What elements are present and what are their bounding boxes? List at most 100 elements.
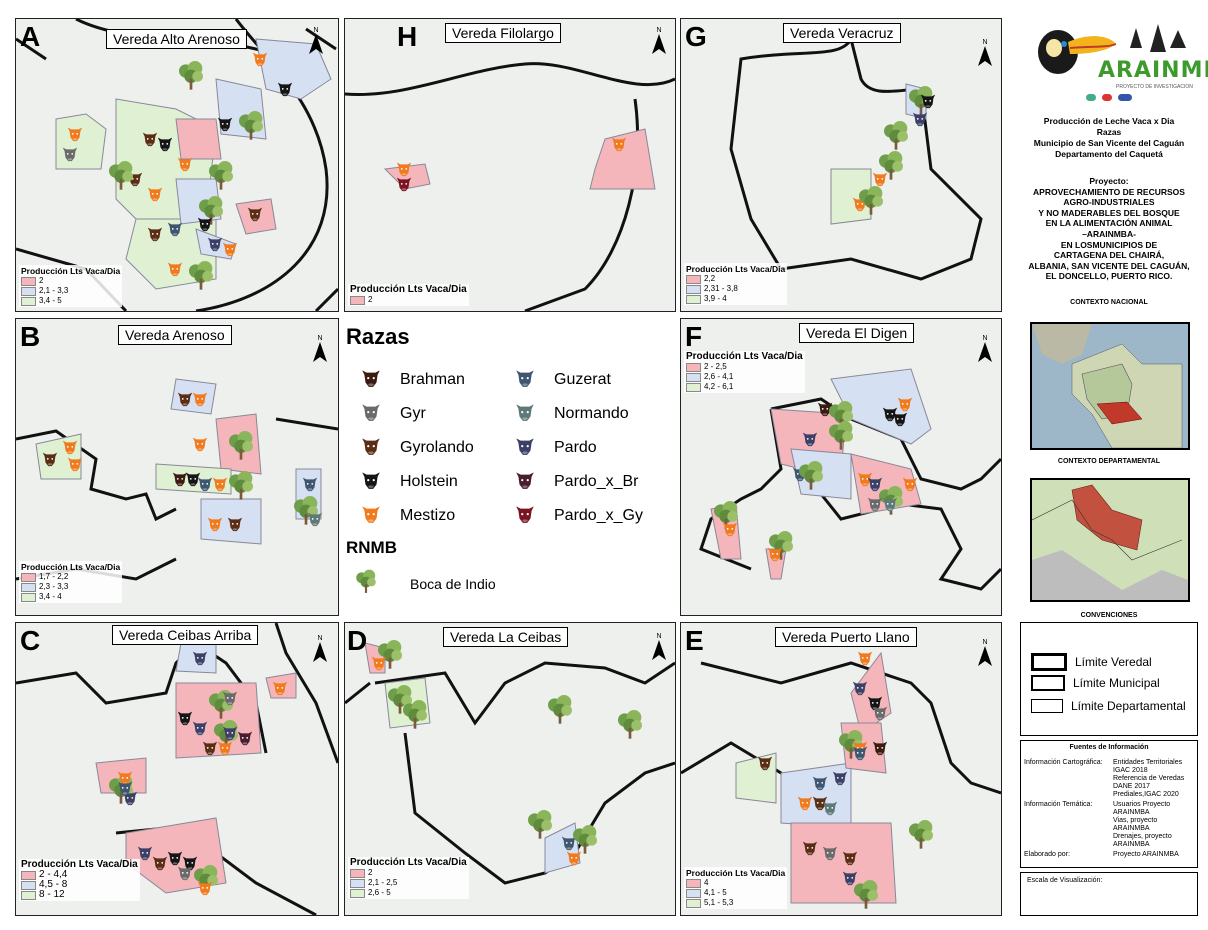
tree-marker-icon xyxy=(206,159,236,196)
raza-item-pardo_x_gy: Pardo_x_Gy xyxy=(514,502,643,529)
tree-marker-icon xyxy=(826,419,856,456)
vereda-title: Vereda La Ceibas xyxy=(443,627,569,647)
cow-marker-icon xyxy=(211,474,229,497)
legend-swatch-blue xyxy=(21,286,36,296)
production-legend: Producción Lts Vaca/Dia 1,7 - 2,2 2,3 - … xyxy=(19,561,123,603)
fuentes-key: Información Cartográfica: xyxy=(1024,759,1103,766)
north-arrow-icon: N xyxy=(312,633,328,663)
cow-marker-icon xyxy=(866,494,884,517)
legend-swatch-blue xyxy=(350,878,365,888)
svg-text:N: N xyxy=(982,639,987,646)
cow-marker-icon xyxy=(610,134,628,157)
project-line: EN LOSMUNICIPIOS DE xyxy=(1060,239,1158,250)
cow-marker-icon xyxy=(116,778,134,801)
rnmb-item-label: Boca de Indio xyxy=(410,575,496,592)
cow-marker-icon xyxy=(871,703,889,726)
production-legend: Producción Lts Vaca/Dia 4 4,1 - 5 5,1 - … xyxy=(684,867,788,909)
tree-marker-icon xyxy=(826,399,856,436)
fuentes-value: Proyecto ARAINMBA xyxy=(1113,851,1179,858)
cow-marker-icon xyxy=(395,159,413,182)
cow-marker-icon xyxy=(756,753,774,776)
cow-marker-icon xyxy=(901,474,919,497)
project-line: AGRO-INDUSTRIALES xyxy=(1063,197,1155,208)
panel-letter: D xyxy=(347,625,368,656)
cow-marker-icon xyxy=(565,848,583,871)
north-arrow-icon: N xyxy=(977,37,993,67)
fuentes-value: Referencia de Veredas xyxy=(1113,775,1185,782)
tree-marker-icon xyxy=(375,638,405,675)
legend-swatch-blue xyxy=(686,888,701,898)
production-legend: Producción Lts Vaca/Dia 2 - 4,4 4,5 - 8 … xyxy=(19,859,140,901)
cow-head-icon xyxy=(360,468,400,495)
tree-marker-icon xyxy=(796,459,826,496)
fuentes-value: DANE 2017 xyxy=(1113,783,1150,790)
panel-letter: C xyxy=(20,625,41,656)
cow-marker-icon xyxy=(811,773,829,796)
map-panel-h: H Vereda Filolargo N Producción Lts Vaca… xyxy=(344,18,676,312)
map-h-canvas xyxy=(345,62,675,311)
north-arrow-icon: N xyxy=(651,631,667,661)
cow-marker-icon xyxy=(146,184,164,207)
cow-marker-icon xyxy=(801,429,819,452)
cow-marker-icon xyxy=(821,798,839,821)
tree-marker-icon xyxy=(856,184,886,221)
legend-label: 4 xyxy=(704,878,709,887)
cow-marker-icon xyxy=(191,718,209,741)
raza-label: Mestizo xyxy=(400,506,456,524)
cow-marker-icon xyxy=(206,234,224,257)
logo: ARAINMBA PROYECTO DE INVESTIGACION xyxy=(1020,18,1208,102)
raza-item-pardo_x_br: Pardo_x_Br xyxy=(514,468,639,495)
svg-text:N: N xyxy=(656,633,661,640)
tree-marker-icon xyxy=(711,499,741,536)
panel-letter: B xyxy=(20,321,41,352)
map-panel-e: E Vereda Puerto Llano N Producción Lts V… xyxy=(680,622,1002,916)
fuentes-title: Fuentes de Información xyxy=(1069,744,1149,751)
fuentes-value: IGAC 2018 xyxy=(1113,767,1148,774)
logo-text: ARAINMBA xyxy=(1098,58,1208,83)
cow-marker-icon xyxy=(801,838,819,861)
tree-marker-icon xyxy=(525,808,555,845)
cow-head-icon xyxy=(514,400,554,427)
legend-label: 2 xyxy=(368,868,373,877)
tree-marker-icon xyxy=(176,59,206,96)
map-title-line: Departamento del Caquetá xyxy=(1055,149,1163,159)
cow-marker-icon xyxy=(560,833,578,856)
cow-marker-icon xyxy=(301,474,319,497)
cow-marker-icon xyxy=(811,793,829,816)
cow-marker-icon xyxy=(136,843,154,866)
tree-marker-icon xyxy=(881,119,911,156)
cow-marker-icon xyxy=(141,129,159,152)
map-title-block: Producción de Leche Vaca x Dia Razas Munic… xyxy=(1020,116,1198,160)
legend-swatch-green xyxy=(21,890,36,900)
cow-marker-icon xyxy=(61,437,79,460)
vereda-title: Vereda Puerto Llano xyxy=(775,627,917,647)
legend-label: 2,6 - 5 xyxy=(368,888,391,897)
cow-marker-icon xyxy=(919,91,937,114)
partner-logos xyxy=(1086,94,1146,102)
cow-marker-icon xyxy=(171,469,189,492)
legend-label: 5,1 - 5,3 xyxy=(704,898,734,907)
raza-item-mestizo: Mestizo xyxy=(360,502,455,529)
legend-label: 2,1 - 3,3 xyxy=(39,286,69,295)
cow-marker-icon xyxy=(821,843,839,866)
north-arrow-icon: N xyxy=(977,637,993,667)
svg-text:N: N xyxy=(313,27,318,34)
contexto-nacional-label: CONTEXTO NACIONAL xyxy=(1070,299,1148,306)
legend-label: 4,5 - 8 xyxy=(39,879,68,890)
cow-marker-icon xyxy=(896,394,914,417)
cow-marker-icon xyxy=(146,224,164,247)
conv-label: Límite Municipal xyxy=(1073,676,1160,690)
cow-marker-icon xyxy=(856,648,874,671)
tree-marker-icon xyxy=(186,259,216,296)
cow-marker-icon xyxy=(166,219,184,242)
escala-box: Escala de Visualización: xyxy=(1020,872,1198,916)
legend-label: 2 xyxy=(368,295,373,304)
production-legend: Producción Lts Vaca/Dia 2 xyxy=(348,284,469,306)
svg-text:N: N xyxy=(317,635,322,642)
cow-marker-icon xyxy=(856,469,874,492)
cow-head-icon xyxy=(514,468,554,495)
contexto-departamental-label: CONTEXTO DEPARTAMENTAL xyxy=(1057,458,1161,465)
contexto-departamental-map xyxy=(1030,478,1190,602)
project-line: –ARAINMBA- xyxy=(1082,228,1136,239)
map-panel-f: F Vereda El Digen N Producción Lts Vaca/… xyxy=(680,318,1002,616)
